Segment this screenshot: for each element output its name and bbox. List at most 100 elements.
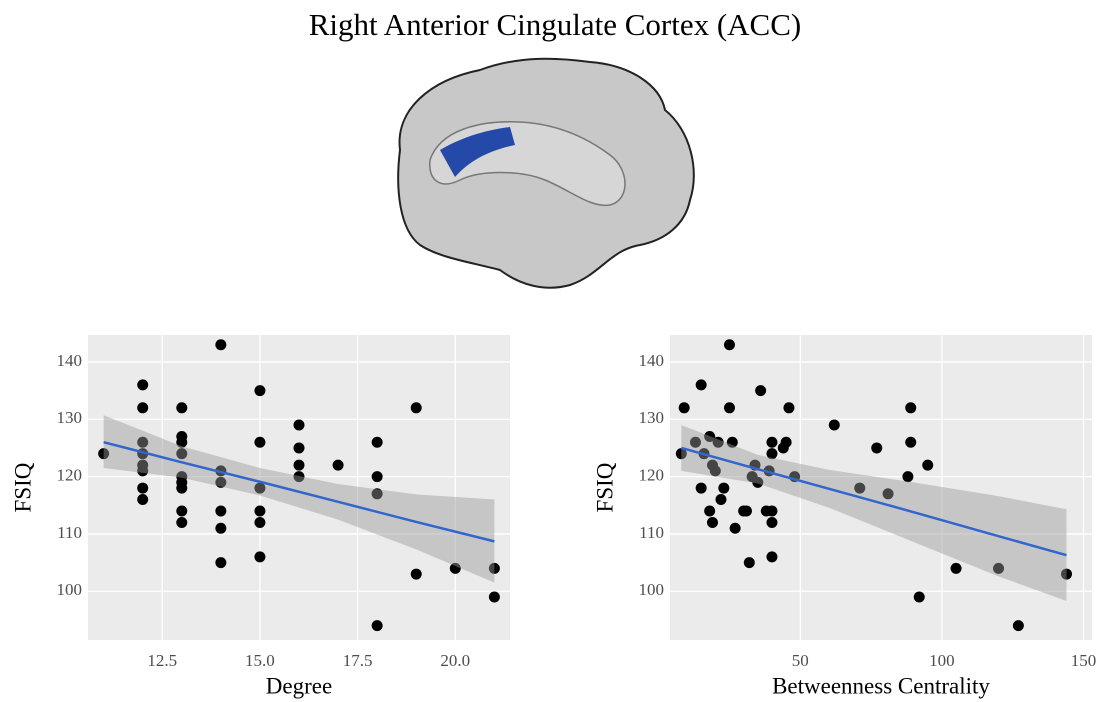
x-tick-label: 15.0 xyxy=(245,651,275,670)
y-axis-label: FSIQ xyxy=(592,462,617,512)
point xyxy=(695,482,707,494)
point xyxy=(176,482,188,494)
point xyxy=(254,482,266,494)
point xyxy=(371,488,383,500)
point xyxy=(449,562,461,574)
y-tick-label: 100 xyxy=(57,580,83,599)
point xyxy=(706,516,718,528)
point xyxy=(410,402,422,414)
point xyxy=(766,448,778,460)
point xyxy=(254,551,266,563)
point xyxy=(176,516,188,528)
x-tick-label: 12.5 xyxy=(147,651,177,670)
point xyxy=(254,385,266,397)
point xyxy=(137,482,149,494)
point xyxy=(689,436,701,448)
point xyxy=(905,402,917,414)
point xyxy=(137,465,149,477)
point xyxy=(783,402,795,414)
figure-title: Right Anterior Cingulate Cortex (ACC) xyxy=(309,7,802,42)
point xyxy=(766,551,778,563)
point xyxy=(726,436,738,448)
point xyxy=(293,442,305,454)
x-tick-label: 20.0 xyxy=(440,651,470,670)
point xyxy=(766,516,778,528)
point xyxy=(176,402,188,414)
y-tick-label: 100 xyxy=(639,580,665,599)
panel-background xyxy=(670,335,1092,640)
point xyxy=(729,522,741,534)
point xyxy=(488,591,500,603)
point xyxy=(332,459,344,471)
point xyxy=(371,436,383,448)
y-tick-label: 110 xyxy=(639,523,664,542)
point xyxy=(293,459,305,471)
y-tick-label: 110 xyxy=(57,523,82,542)
point xyxy=(755,385,767,397)
point xyxy=(871,442,883,454)
confidence-band xyxy=(681,425,1067,602)
point xyxy=(1061,568,1073,580)
point xyxy=(293,419,305,431)
panel-background xyxy=(88,335,510,640)
point xyxy=(176,448,188,460)
point xyxy=(137,402,149,414)
point xyxy=(254,516,266,528)
point xyxy=(137,436,149,448)
point xyxy=(882,488,894,500)
y-tick-label: 120 xyxy=(639,466,665,485)
point xyxy=(723,339,735,351)
x-tick-label: 100 xyxy=(929,651,955,670)
point xyxy=(695,379,707,391)
point xyxy=(98,448,110,460)
point xyxy=(766,436,778,448)
point xyxy=(254,436,266,448)
point xyxy=(176,436,188,448)
y-tick-label: 140 xyxy=(57,351,83,370)
point xyxy=(854,482,866,494)
point xyxy=(715,494,727,506)
y-tick-label: 120 xyxy=(57,466,83,485)
x-tick-label: 50 xyxy=(792,651,809,670)
point xyxy=(215,339,227,351)
x-tick-label: 150 xyxy=(1071,651,1097,670)
y-tick-label: 130 xyxy=(639,408,665,427)
point xyxy=(215,522,227,534)
point xyxy=(740,505,752,517)
point xyxy=(488,562,500,574)
point xyxy=(913,591,925,603)
point xyxy=(766,505,778,517)
point xyxy=(215,476,227,488)
point xyxy=(828,419,840,431)
point xyxy=(410,568,422,580)
y-tick-label: 130 xyxy=(57,408,83,427)
x-axis-label: Degree xyxy=(266,673,332,698)
point xyxy=(137,379,149,391)
y-axis-label: FSIQ xyxy=(10,462,35,512)
point xyxy=(137,494,149,506)
point xyxy=(709,465,721,477)
confidence-band xyxy=(103,415,495,583)
point xyxy=(902,471,914,483)
point xyxy=(1012,620,1024,632)
point xyxy=(704,505,716,517)
point xyxy=(704,430,716,442)
point xyxy=(922,459,934,471)
point xyxy=(371,620,383,632)
point xyxy=(675,448,687,460)
point xyxy=(723,402,735,414)
point xyxy=(718,482,730,494)
y-tick-label: 140 xyxy=(639,351,665,370)
point xyxy=(215,505,227,517)
point xyxy=(950,562,962,574)
point xyxy=(780,436,792,448)
regression-line xyxy=(680,446,1067,557)
point xyxy=(254,505,266,517)
x-tick-label: 17.5 xyxy=(343,651,373,670)
brain-illustration xyxy=(397,57,695,289)
point xyxy=(752,476,764,488)
point xyxy=(743,557,755,569)
x-axis-label: Betweenness Centrality xyxy=(772,673,990,698)
point xyxy=(712,436,724,448)
